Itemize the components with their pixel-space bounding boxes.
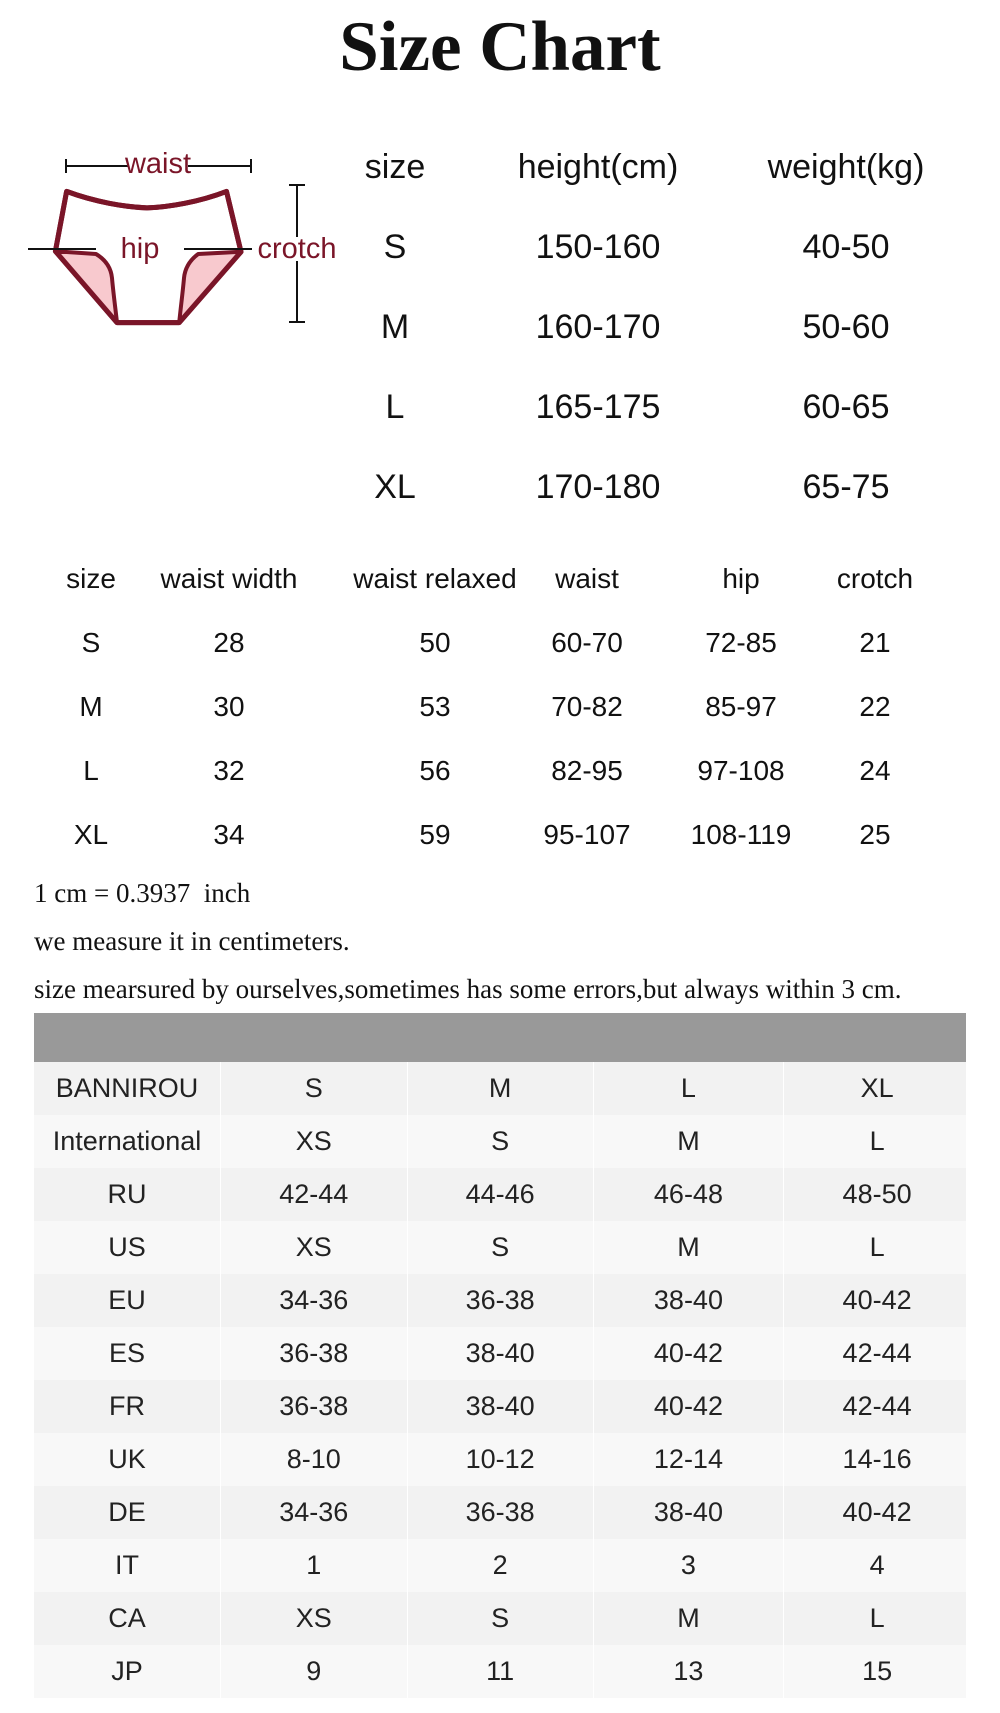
svg-text:hip: hip: [121, 233, 160, 265]
svg-text:waist: waist: [124, 150, 191, 180]
